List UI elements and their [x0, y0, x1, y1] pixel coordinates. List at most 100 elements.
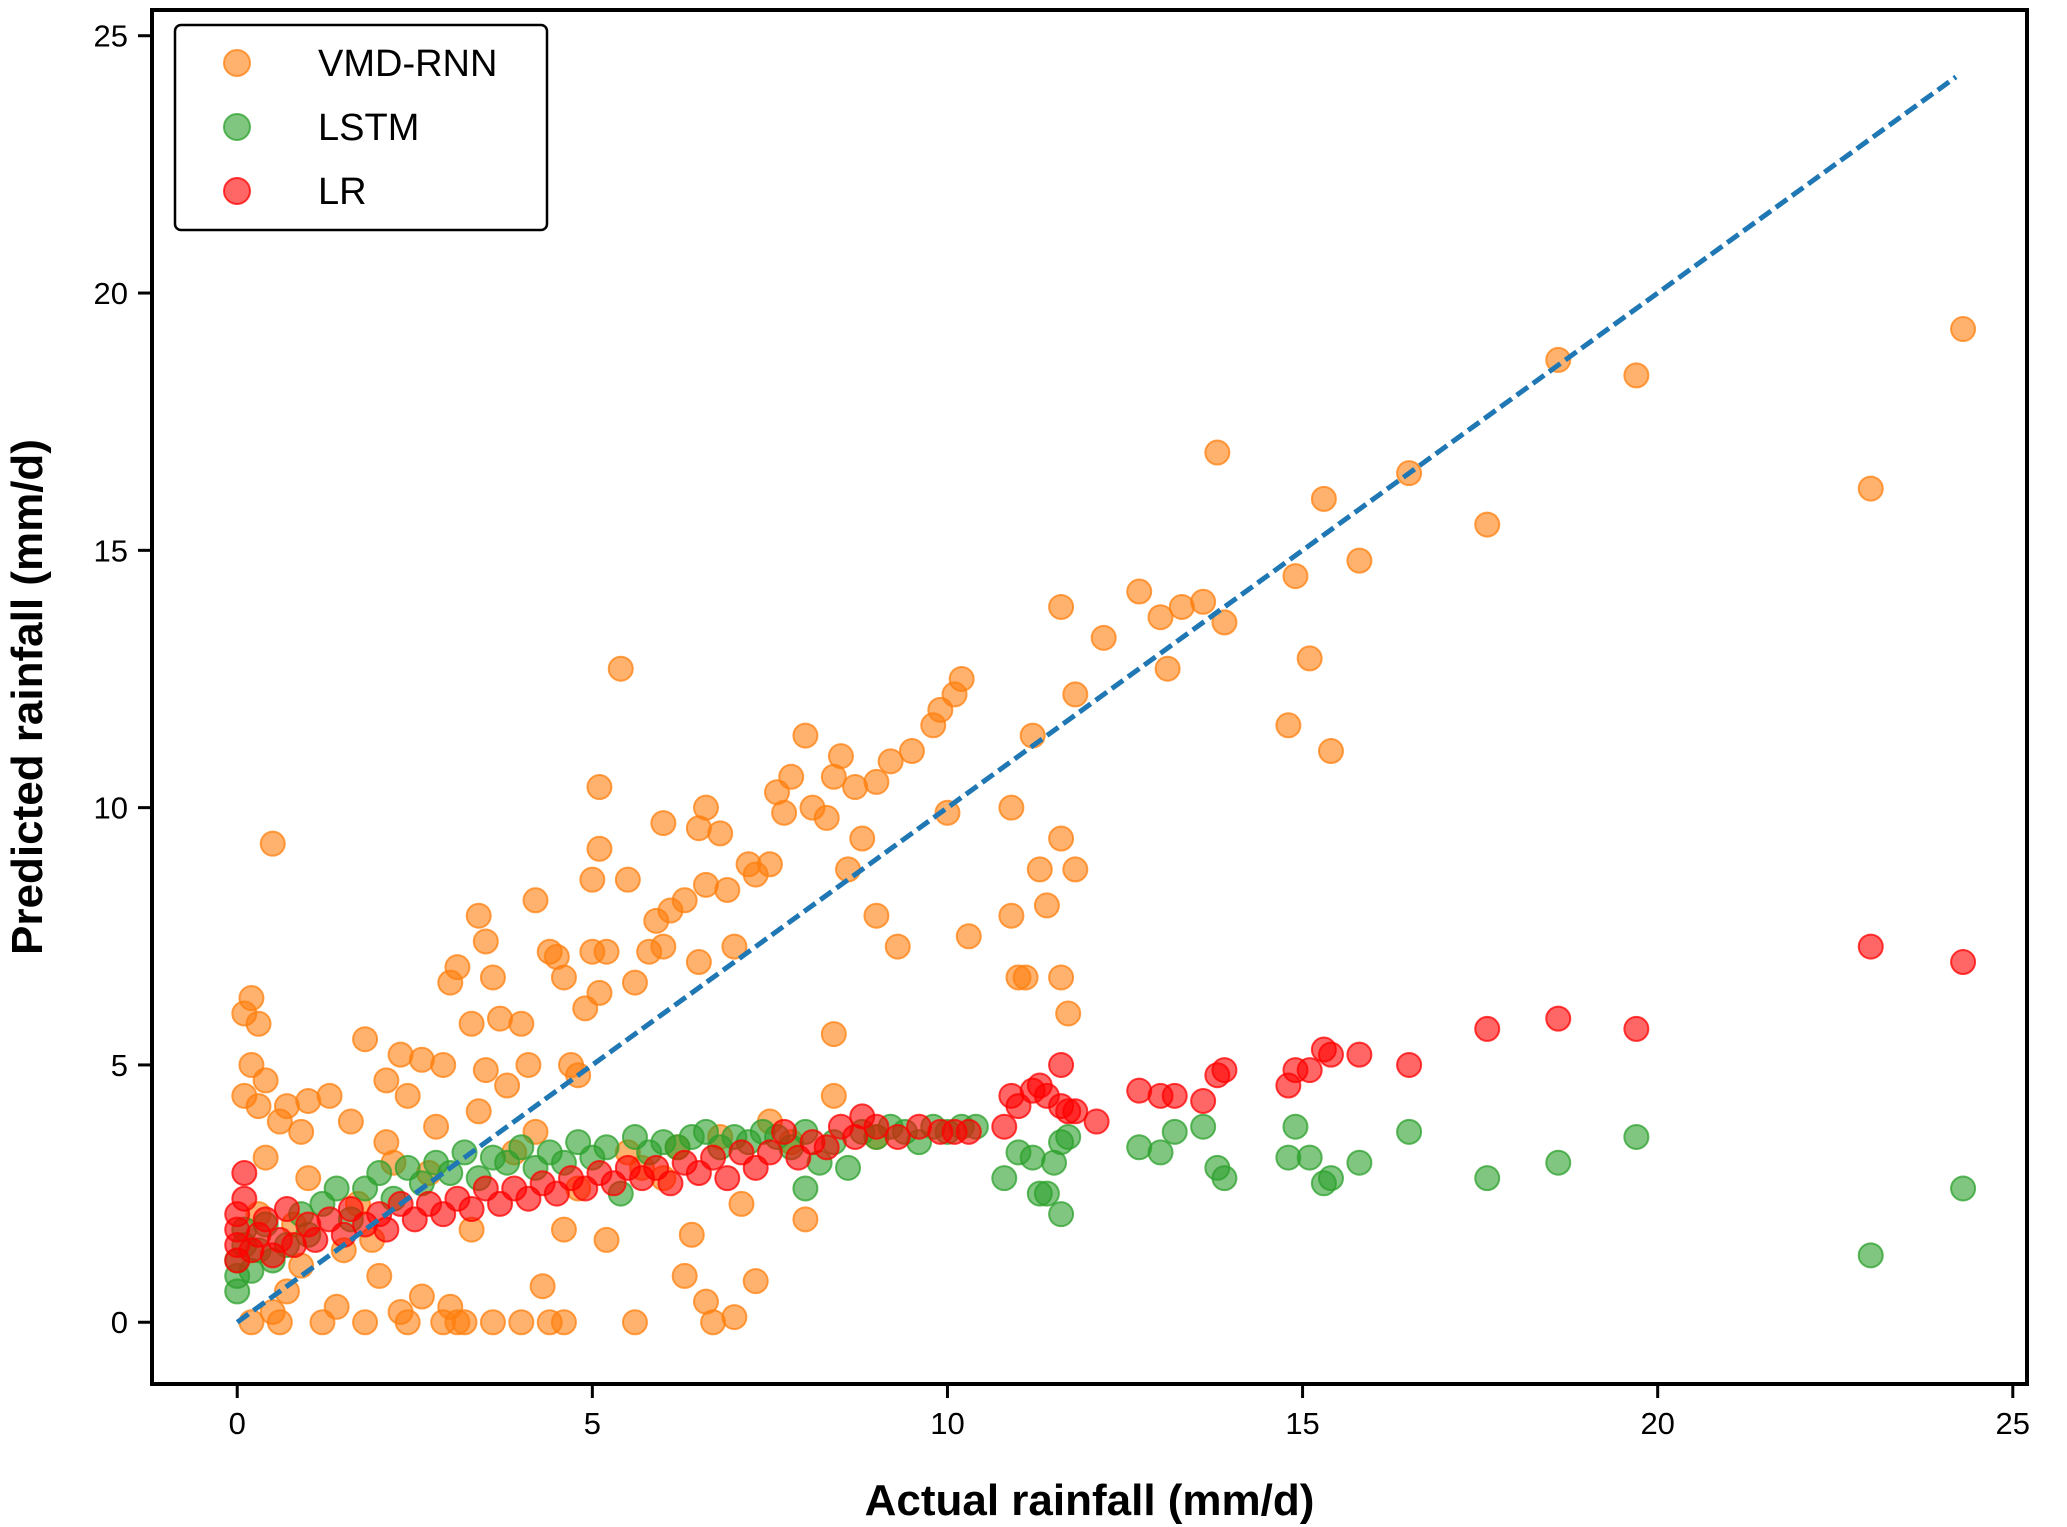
y-tick-label: 25 [94, 19, 128, 54]
data-point [721, 933, 748, 960]
data-point [1048, 964, 1075, 991]
y-tick-label: 5 [111, 1048, 128, 1083]
data-point [1317, 738, 1344, 765]
data-point [1346, 1041, 1373, 1068]
data-point [593, 938, 620, 965]
data-point [444, 1309, 471, 1336]
data-point [934, 799, 961, 826]
data-point [1623, 1015, 1650, 1042]
x-tick-label: 5 [584, 1406, 601, 1441]
data-point [707, 820, 734, 847]
data-point [1062, 856, 1089, 883]
data-point [721, 1304, 748, 1331]
data-point [1062, 681, 1089, 708]
data-point [245, 1010, 272, 1037]
data-point [394, 1082, 421, 1109]
data-point [494, 1072, 521, 1099]
data-point [259, 1298, 286, 1325]
data-point [813, 804, 840, 831]
data-point [1154, 655, 1181, 682]
series-lr [224, 933, 1977, 1274]
data-point [1474, 1165, 1501, 1192]
data-point [792, 1175, 819, 1202]
data-point [259, 830, 286, 857]
data-point [252, 1144, 279, 1171]
data-point [792, 722, 819, 749]
data-point [1147, 1139, 1174, 1166]
data-point [529, 1273, 556, 1300]
data-point [1857, 933, 1884, 960]
data-point [607, 655, 634, 682]
data-point [1296, 645, 1323, 672]
data-point [1474, 1015, 1501, 1042]
data-point [1048, 1051, 1075, 1078]
data-point [1090, 624, 1117, 651]
x-axis-title: Actual rainfall (mm/d) [865, 1476, 1315, 1525]
data-point [1296, 1057, 1323, 1084]
data-point [252, 1206, 279, 1233]
data-point [1161, 1082, 1188, 1109]
data-point [877, 748, 904, 775]
data-point [508, 1134, 535, 1161]
data-point [1055, 1123, 1082, 1150]
data-point [1048, 593, 1075, 620]
data-point [657, 1170, 684, 1197]
data-point [650, 810, 677, 837]
data-point [593, 1226, 620, 1253]
data-point [408, 1283, 435, 1310]
legend-label-lstm: LSTM [318, 107, 419, 149]
data-point [295, 1165, 322, 1192]
data-point [863, 902, 890, 929]
data-point [1048, 825, 1075, 852]
data-point [1055, 1000, 1082, 1027]
data-point [593, 1134, 620, 1161]
data-point [742, 1268, 769, 1295]
data-point [1296, 1144, 1323, 1171]
data-point [1019, 1144, 1046, 1171]
data-point [1346, 1149, 1373, 1176]
y-axis-title: Predicted rainfall (mm/d) [3, 439, 52, 955]
data-point [1346, 547, 1373, 574]
data-point [884, 1123, 911, 1150]
data-point [465, 902, 492, 929]
y-tick-label: 15 [94, 533, 128, 568]
data-point [245, 1093, 272, 1120]
data-point [444, 954, 471, 981]
data-point [508, 1309, 535, 1336]
legend-marker-lr [223, 177, 251, 205]
data-point [1950, 1175, 1977, 1202]
data-point [714, 876, 741, 903]
data-point [1168, 593, 1195, 620]
data-point [1545, 1149, 1572, 1176]
data-point [579, 866, 606, 893]
reference-line-layer [235, 74, 1958, 1325]
data-point [408, 1046, 435, 1073]
data-point [678, 1221, 705, 1248]
data-point [508, 1010, 535, 1037]
data-point [906, 1113, 933, 1140]
data-point [998, 902, 1025, 929]
data-point [1950, 316, 1977, 343]
data-point [842, 774, 869, 801]
data-point [898, 738, 925, 765]
data-point [1545, 346, 1572, 373]
data-point [487, 1005, 514, 1032]
data-point [827, 743, 854, 770]
data-point [1211, 609, 1238, 636]
x-tick-label: 15 [1285, 1406, 1319, 1441]
data-point [991, 1165, 1018, 1192]
data-point [692, 871, 719, 898]
data-point [1190, 1113, 1217, 1140]
data-point [1310, 485, 1337, 512]
data-point [366, 1262, 393, 1289]
data-point [316, 1082, 343, 1109]
legend-item-lr: LR [223, 171, 367, 213]
data-point [1623, 362, 1650, 389]
data-point [472, 1057, 499, 1084]
data-point [423, 1113, 450, 1140]
data-point [1282, 1113, 1309, 1140]
y-tick-label: 0 [111, 1305, 128, 1340]
data-point [863, 768, 890, 795]
data-point [387, 1041, 414, 1068]
data-point [728, 1190, 755, 1217]
